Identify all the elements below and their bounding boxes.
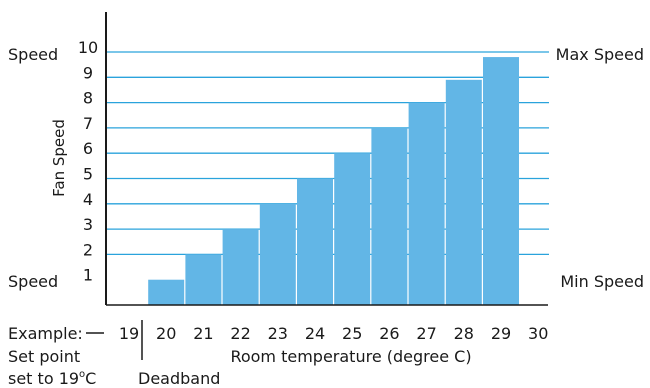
x-tick-21: 21 xyxy=(193,324,213,343)
x-tick-22: 22 xyxy=(230,324,250,343)
bar-26 xyxy=(371,127,408,306)
x-tick-20: 20 xyxy=(156,324,176,343)
x-tick-30: 30 xyxy=(528,324,548,343)
y-tick-10: 10 xyxy=(78,38,98,57)
min-speed-label: Min Speed xyxy=(560,272,644,291)
y-axis-title: Fan Speed xyxy=(50,119,68,197)
bar-23 xyxy=(259,203,296,305)
bar-22 xyxy=(222,229,259,305)
y-tick-5: 5 xyxy=(83,165,93,184)
x-tick-25: 25 xyxy=(342,324,362,343)
deadband-label: Deadband xyxy=(138,369,220,388)
y-tick-6: 6 xyxy=(83,139,93,158)
speed-label-top: Speed xyxy=(8,45,58,64)
bars xyxy=(148,57,519,306)
set-point-unit: C xyxy=(85,369,96,388)
bar-21 xyxy=(185,254,222,305)
x-tick-24: 24 xyxy=(305,324,325,343)
set-point-prefix: set to 19 xyxy=(8,369,79,388)
bar-29 xyxy=(483,57,519,306)
x-tick-23: 23 xyxy=(268,324,288,343)
y-tick-8: 8 xyxy=(83,89,93,108)
x-tick-29: 29 xyxy=(491,324,511,343)
speed-label-bottom: Speed xyxy=(8,272,58,291)
max-speed-label: Max Speed xyxy=(556,45,644,64)
bar-24 xyxy=(297,178,333,305)
x-tick-28: 28 xyxy=(454,324,474,343)
y-tick-1: 1 xyxy=(83,266,93,285)
y-tick-3: 3 xyxy=(83,215,93,234)
x-axis-title: Room temperature (degree C) xyxy=(230,347,471,366)
example-label: Example: xyxy=(8,324,83,343)
bar-28 xyxy=(445,79,482,305)
y-tick-7: 7 xyxy=(83,114,93,133)
x-tick-labels: 19 20 21 22 23 24 25 26 27 28 29 30 xyxy=(119,324,549,343)
bar-20 xyxy=(148,279,185,305)
y-tick-4: 4 xyxy=(83,190,93,209)
x-tick-19: 19 xyxy=(119,324,139,343)
set-point-line-1: Set point xyxy=(8,347,80,366)
y-tick-labels: 1 2 3 4 5 6 7 8 9 10 xyxy=(78,38,98,285)
set-point-line-2: set to 19oC xyxy=(8,369,96,388)
y-tick-2: 2 xyxy=(83,240,93,259)
degree-sign: o xyxy=(79,369,85,380)
y-tick-9: 9 xyxy=(83,63,93,82)
x-tick-26: 26 xyxy=(379,324,399,343)
bar-27 xyxy=(408,102,445,305)
grid-lines xyxy=(106,51,549,256)
x-tick-27: 27 xyxy=(416,324,436,343)
bar-25 xyxy=(334,153,371,305)
